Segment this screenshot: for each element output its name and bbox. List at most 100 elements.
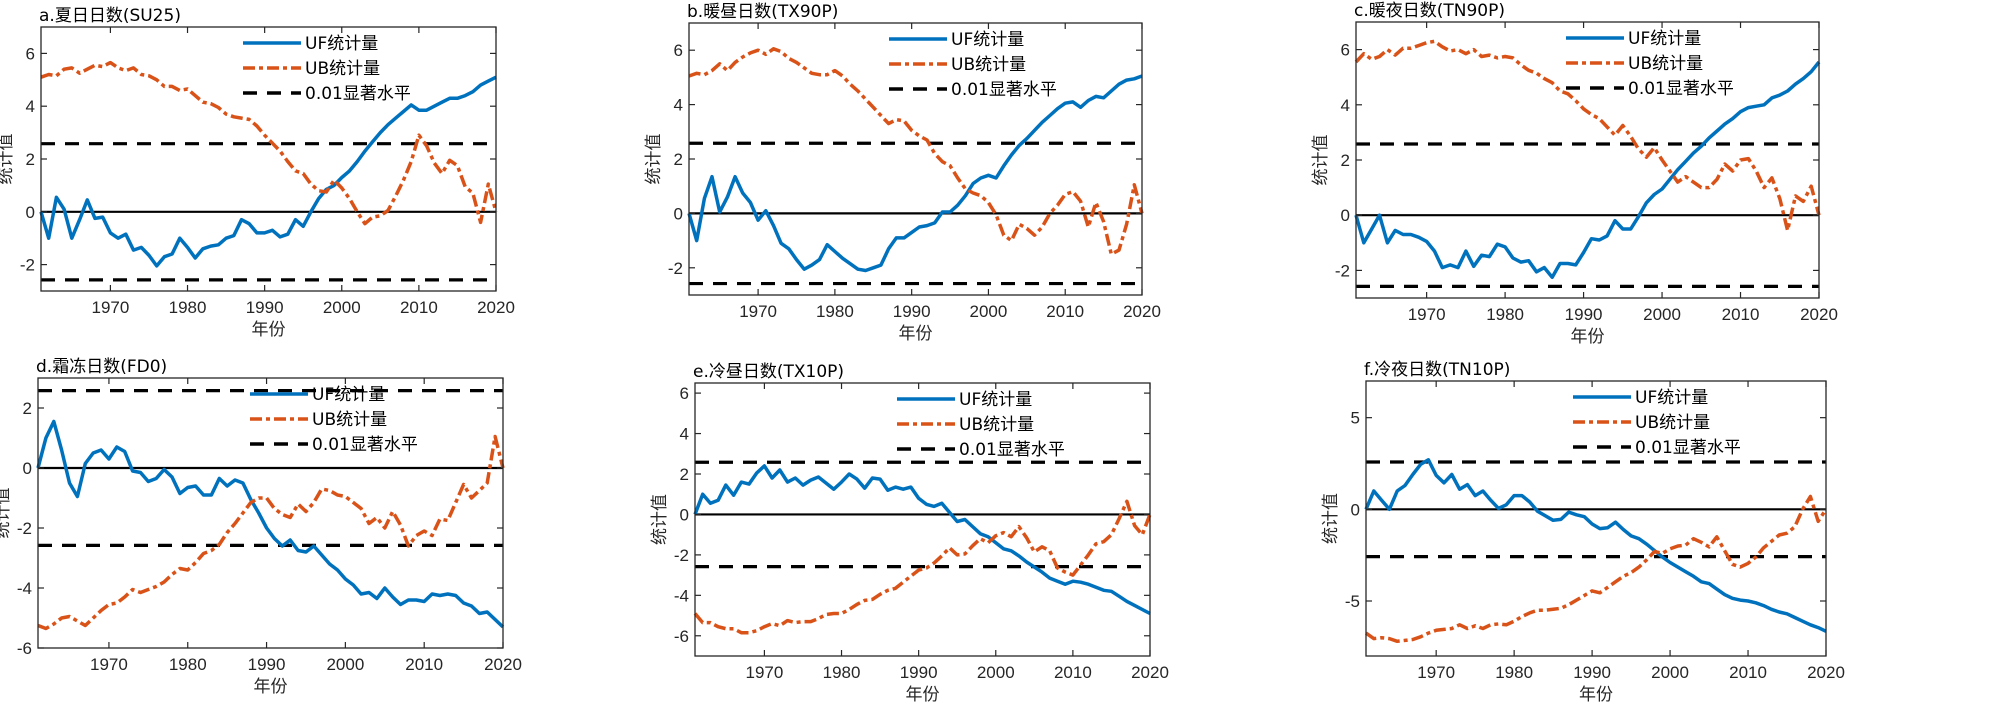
panel-title: d.霜冻日数(FD0) [36, 357, 167, 377]
y-tick-label: 0 [23, 459, 32, 478]
y-tick-label: 0 [26, 203, 35, 222]
y-tick-label: 2 [674, 150, 683, 169]
x-tick-label: 2020 [1131, 663, 1169, 682]
legend: UF统计量 UB统计量 0.01显著水平 [250, 385, 418, 455]
x-tick-label: 1990 [248, 655, 286, 674]
y-tick-label: -4 [674, 586, 689, 605]
x-tick-label: 2010 [1054, 663, 1092, 682]
panel-a: 1970 1980 1990 2000 2010 2020 -2 0 2 4 6a.夏日日数(SU2… [0, 6, 515, 340]
y-axis-label: 统计值 [1311, 135, 1331, 186]
y-tick-label: -2 [674, 546, 689, 565]
x-tick-label: 2000 [970, 302, 1008, 321]
x-tick-label: 2020 [484, 655, 522, 674]
uf-series-line [39, 75, 497, 268]
x-tick-label: 2000 [1643, 305, 1681, 324]
x-axis-label: 年份 [254, 677, 288, 697]
y-axis-label: 统计值 [644, 134, 664, 185]
y-tick-label: -2 [20, 256, 35, 275]
y-tick-label: 4 [1341, 96, 1350, 115]
uf-series-line [1364, 458, 1827, 633]
x-tick-label: 2000 [977, 663, 1015, 682]
legend: UF统计量 UB统计量 0.01显著水平 [1573, 388, 1741, 458]
x-axis-label: 年份 [906, 685, 940, 705]
y-axis-label: 统计值 [0, 134, 16, 185]
legend: UF统计量 UB统计量 0.01显著水平 [897, 390, 1065, 460]
x-tick-label: 1970 [1417, 663, 1455, 682]
panel-c: 1970 1980 1990 2000 2010 2020 -2 0 2 4 6 c.暖夜日数(TN9… [1311, 1, 1838, 347]
x-tick-label: 1970 [90, 655, 128, 674]
ub-series-line [40, 60, 498, 226]
axes-frame [694, 382, 1151, 657]
y-tick-label: 5 [1351, 409, 1360, 428]
y-axis-label: 统计值 [0, 488, 13, 539]
x-tick-label: 1970 [91, 298, 129, 317]
x-tick-label: 1990 [246, 298, 284, 317]
ub-series-line [37, 434, 505, 631]
ub-series-line [688, 47, 1144, 256]
x-tick-label: 1980 [169, 298, 207, 317]
legend-label: UF统计量 [951, 30, 1024, 50]
uf-series-line [693, 464, 1151, 616]
y-tick-label: 0 [680, 505, 689, 524]
y-tick-label: 2 [680, 465, 689, 484]
ub-series-line [1364, 494, 1828, 644]
x-tick-label: 1980 [1495, 663, 1533, 682]
y-tick-label: -2 [668, 259, 683, 278]
ub-series-line [1354, 39, 1821, 233]
y-tick-label: 2 [1341, 151, 1350, 170]
y-axis-label: 统计值 [650, 494, 670, 545]
panel-e: 1970 1980 1990 2000 2010 2020 -6 -4 -2 0 2 4 6e.冷昼日数… [650, 362, 1169, 705]
legend-label: UF统计量 [1635, 388, 1708, 408]
x-tick-label: 1990 [1573, 663, 1611, 682]
x-tick-label: 1990 [900, 663, 938, 682]
plot-area [1366, 381, 1826, 656]
legend-label: 0.01显著水平 [959, 440, 1065, 460]
panel-title: e.冷昼日数(TX10P) [693, 362, 844, 382]
legend-label: UB统计量 [1635, 413, 1710, 433]
y-tick-label: -6 [17, 639, 32, 658]
legend: UF统计量 UB统计量 0.01显著水平 [1566, 29, 1734, 99]
y-tick-label: 2 [23, 399, 32, 418]
x-tick-label: 2000 [1651, 663, 1689, 682]
y-tick-label: 4 [680, 425, 689, 444]
x-tick-label: 2010 [1046, 302, 1084, 321]
x-tick-label: 2020 [1807, 663, 1845, 682]
y-tick-label: 6 [674, 41, 683, 60]
legend-label: 0.01显著水平 [1628, 79, 1734, 99]
uf-series-line [687, 74, 1143, 273]
y-tick-label: -5 [1345, 592, 1360, 611]
x-tick-label: 2010 [1729, 663, 1767, 682]
panel-title: c.暖夜日数(TN90P) [1354, 1, 1505, 21]
y-tick-label: 0 [1341, 206, 1350, 225]
x-tick-label: 1980 [169, 655, 207, 674]
y-tick-label: 6 [680, 384, 689, 403]
x-tick-label: 1980 [823, 663, 861, 682]
x-tick-label: 1980 [816, 302, 854, 321]
axes-frame [1365, 380, 1827, 657]
legend-label: 0.01显著水平 [312, 435, 418, 455]
uf-series-line [36, 419, 505, 629]
x-tick-label: 2010 [1722, 305, 1760, 324]
panel-f: 1970 1980 1990 2000 2010 2020 -5 0 5 f.冷夜日数(TN10P… [1321, 360, 1845, 705]
ub-series-line [693, 499, 1152, 635]
legend-label: 0.01显著水平 [951, 80, 1057, 100]
legend-label: UB统计量 [305, 59, 380, 79]
legend-label: UF统计量 [1628, 29, 1701, 49]
x-tick-label: 2020 [1123, 302, 1161, 321]
x-tick-label: 1990 [1565, 305, 1603, 324]
legend-label: UB统计量 [1628, 54, 1703, 74]
plot-area [41, 27, 496, 291]
x-tick-label: 1990 [893, 302, 931, 321]
legend-label: UF统计量 [959, 390, 1032, 410]
legend-label: UF统计量 [312, 385, 385, 405]
x-tick-label: 1970 [739, 302, 777, 321]
x-tick-label: 1980 [1486, 305, 1524, 324]
axes-frame [37, 377, 504, 649]
x-axis-label: 年份 [252, 320, 286, 340]
panel-d: 1970 1980 1990 2000 2010 2020 -6 -4 -2 0 2 d.霜冻日数(F… [0, 357, 522, 697]
legend-label: UB统计量 [951, 55, 1026, 75]
panel-title: b.暖昼日数(TX90P) [687, 2, 838, 22]
x-axis-label: 年份 [1571, 327, 1605, 347]
plot-area [689, 23, 1142, 295]
